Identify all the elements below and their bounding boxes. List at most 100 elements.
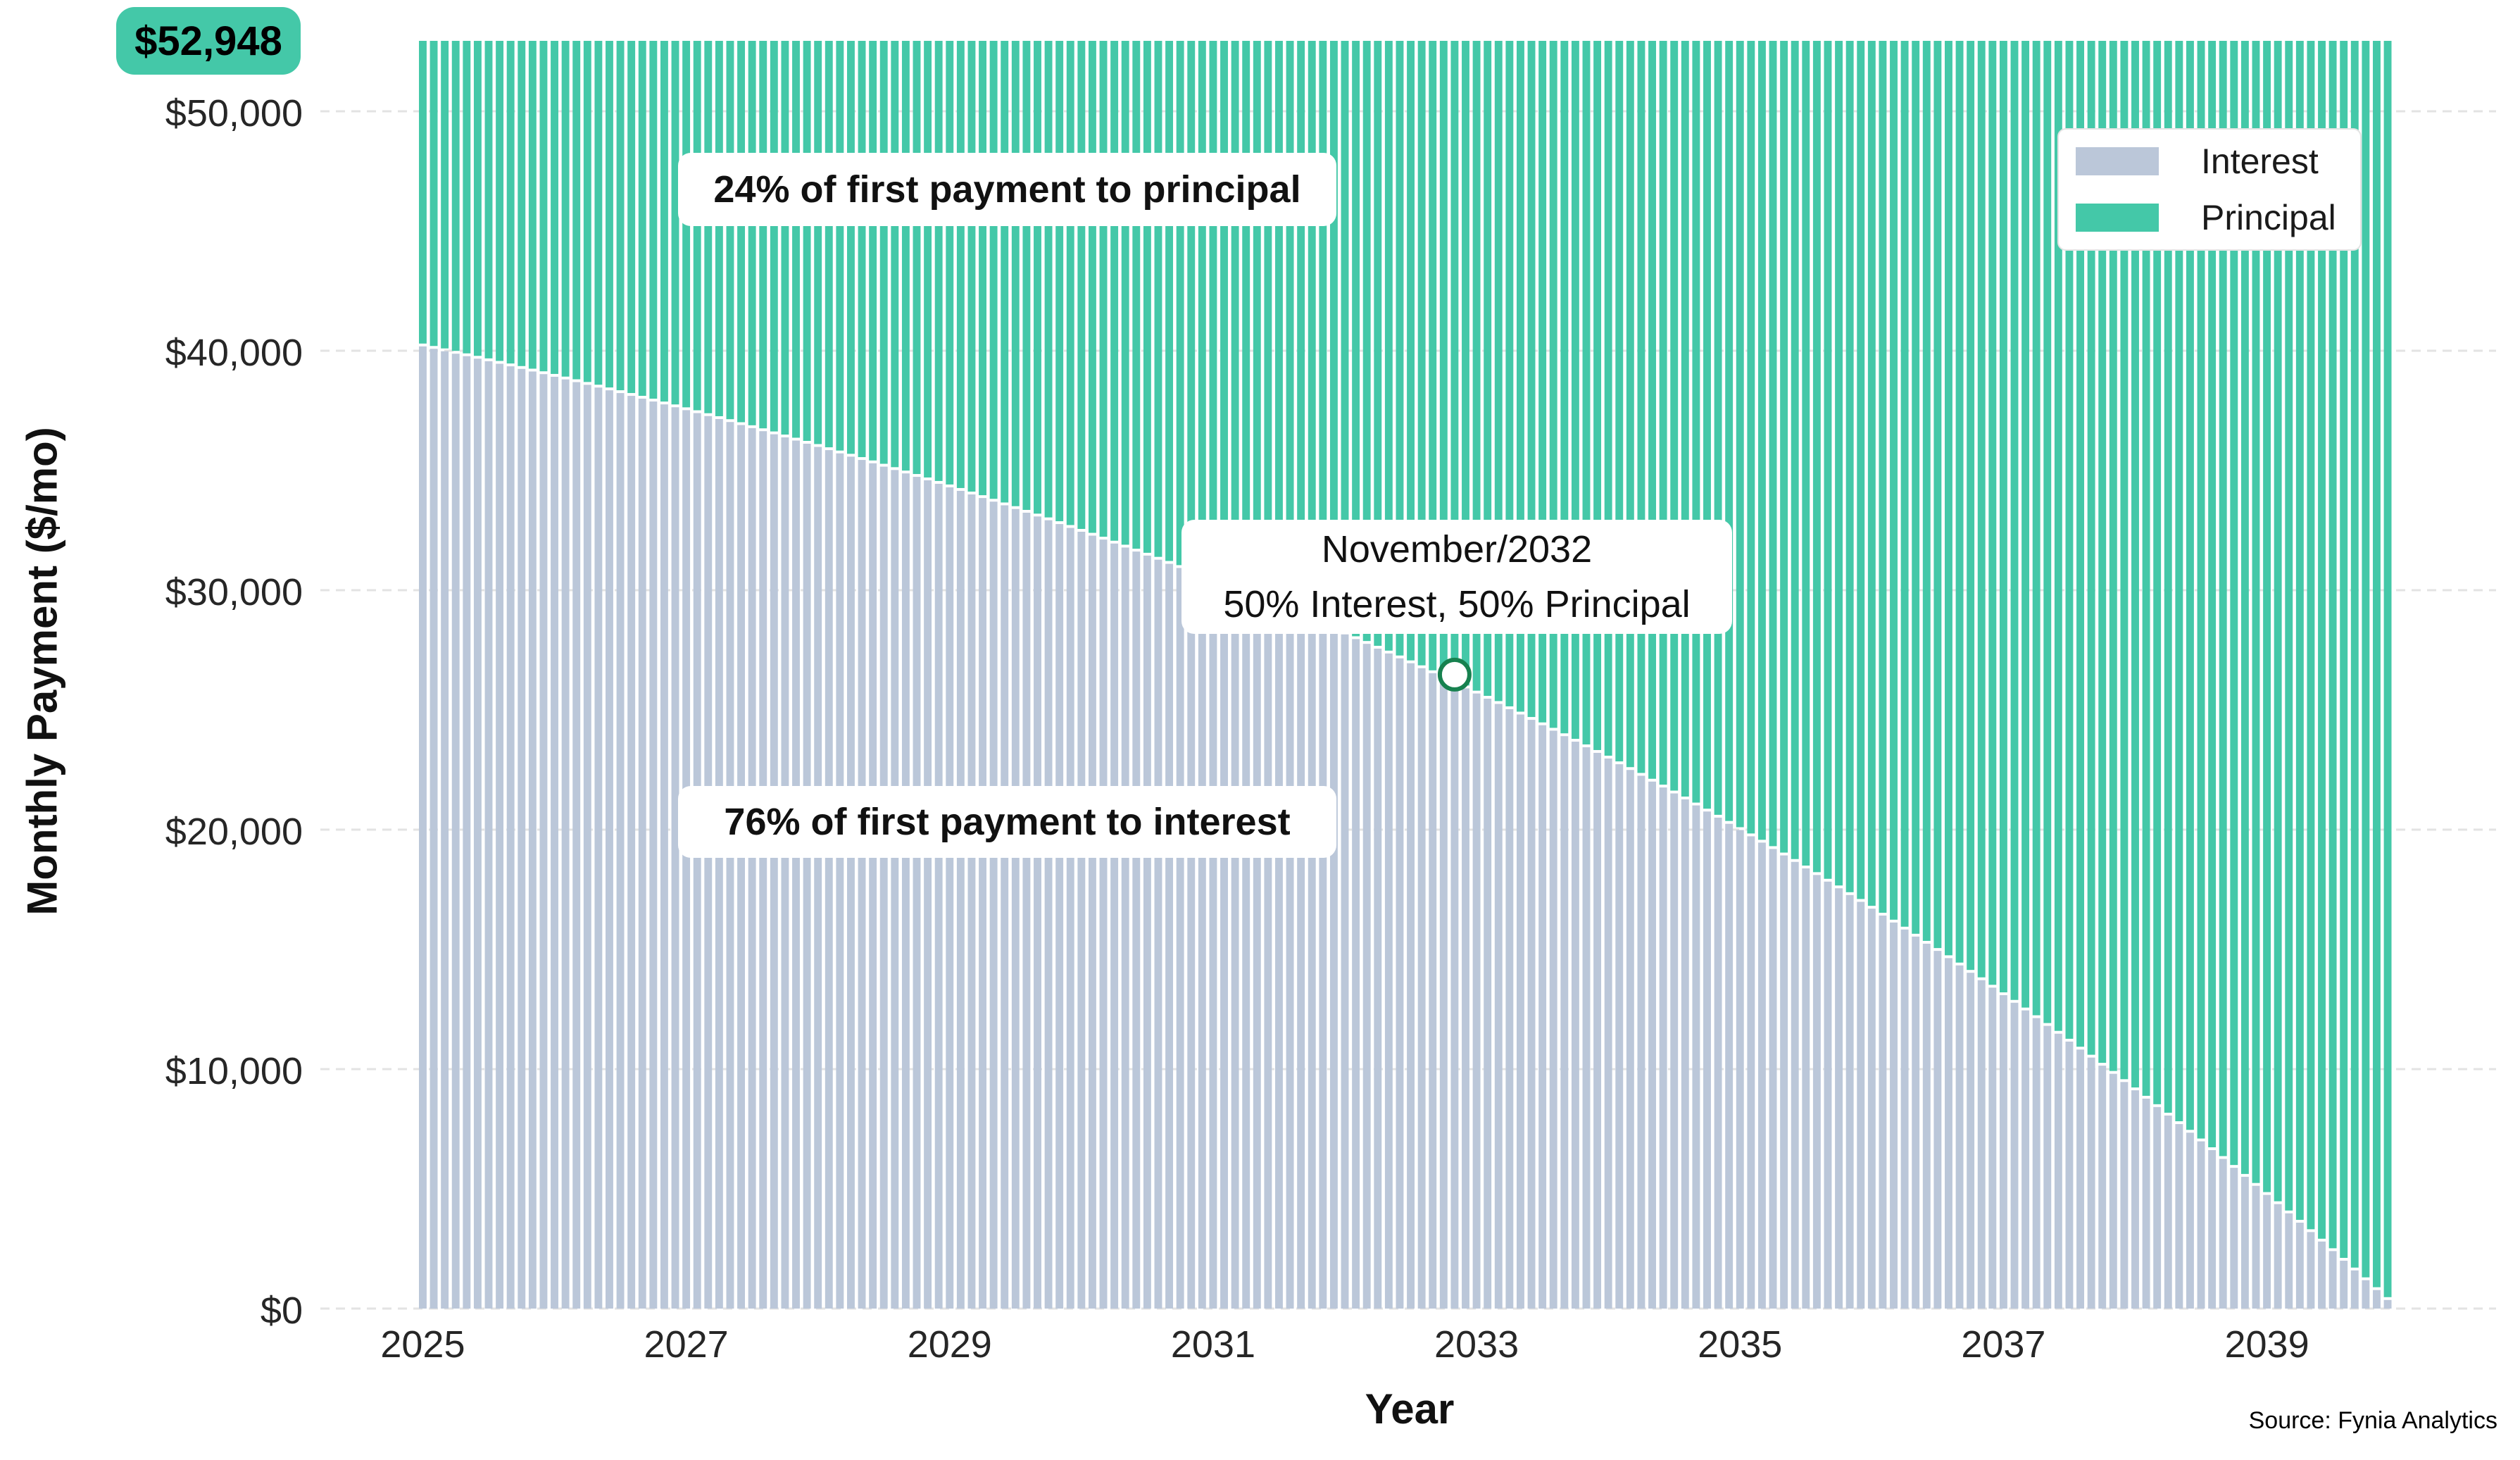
principal-bar-segment xyxy=(2383,41,2392,1297)
principal-bar-segment xyxy=(1769,41,1777,847)
principal-bar-segment xyxy=(1154,41,1162,557)
interest-share-annotation: 76% of first payment to interest xyxy=(678,786,1336,858)
interest-bar-segment xyxy=(1802,868,1810,1309)
interest-bar-segment xyxy=(1659,787,1667,1309)
interest-bar-segment xyxy=(1670,793,1679,1309)
principal-bar-segment xyxy=(1198,41,1206,574)
interest-bar-segment xyxy=(934,483,943,1309)
principal-bar-segment xyxy=(1352,41,1360,637)
interest-bar-segment xyxy=(627,396,636,1309)
interest-bar-segment xyxy=(1066,528,1074,1309)
interest-bar-segment xyxy=(1988,987,1997,1309)
principal-bar-segment xyxy=(1242,41,1250,591)
interest-bar-segment xyxy=(682,410,691,1309)
principal-bar-segment xyxy=(1055,41,1064,522)
principal-bar-segment xyxy=(649,41,658,399)
principal-bar-segment xyxy=(1757,41,1766,840)
x-tick-label: 2035 xyxy=(1698,1323,1783,1366)
principal-bar-segment xyxy=(1362,41,1371,642)
principal-bar-segment xyxy=(1472,41,1481,691)
interest-bar-segment xyxy=(792,440,800,1309)
principal-bar-segment xyxy=(1044,41,1053,518)
interest-bar-segment xyxy=(1044,520,1053,1309)
interest-bar-segment xyxy=(879,466,888,1309)
interest-bar-segment xyxy=(1362,644,1371,1309)
interest-bar-segment xyxy=(1604,758,1612,1309)
principal-bar-segment xyxy=(2252,41,2260,1183)
interest-bar-segment xyxy=(2010,1002,2019,1309)
interest-bar-segment xyxy=(1121,547,1129,1309)
principal-bar-segment xyxy=(770,41,778,432)
interest-bar-segment xyxy=(2373,1290,2381,1309)
interest-bar-segment xyxy=(1154,559,1162,1309)
principal-bar-segment xyxy=(1725,41,1734,821)
x-tick-label: 2031 xyxy=(1170,1323,1255,1366)
interest-bar-segment xyxy=(441,351,449,1309)
interest-bar-segment xyxy=(2295,1223,2304,1309)
legend-swatch xyxy=(2076,147,2159,175)
principal-bar-segment xyxy=(638,41,646,397)
principal-bar-segment xyxy=(2010,41,2019,1000)
interest-bar-segment xyxy=(1034,516,1041,1309)
principal-bar-segment xyxy=(924,41,932,478)
principal-bar-segment xyxy=(2098,41,2107,1063)
interest-bar-segment xyxy=(1308,620,1316,1309)
interest-bar-segment xyxy=(803,443,811,1309)
principal-bar-segment xyxy=(1977,41,1986,978)
y-tick-label: $20,000 xyxy=(165,811,303,853)
principal-bar-segment xyxy=(901,41,910,471)
interest-bar-segment xyxy=(594,387,603,1309)
interest-bar-segment xyxy=(463,356,471,1309)
principal-bar-segment xyxy=(506,41,515,364)
interest-bar-segment xyxy=(1242,593,1250,1309)
y-tick-label: $0 xyxy=(260,1290,303,1332)
principal-bar-segment xyxy=(2054,41,2062,1031)
interest-bar-segment xyxy=(1077,532,1086,1309)
principal-bar-segment xyxy=(606,41,613,388)
interest-bar-segment xyxy=(1176,568,1184,1309)
principal-bar-segment xyxy=(1812,41,1821,873)
principal-bar-segment xyxy=(1209,41,1217,578)
principal-bar-segment xyxy=(1857,41,1865,899)
principal-bar-segment xyxy=(1110,41,1119,541)
y-tick-label: $50,000 xyxy=(165,92,303,135)
principal-bar-segment xyxy=(2230,41,2238,1166)
interest-bar-segment xyxy=(506,366,515,1309)
principal-bar-segment xyxy=(715,41,723,416)
principal-bar-segment xyxy=(1297,41,1305,613)
principal-bar-segment xyxy=(836,41,844,451)
principal-bar-segment xyxy=(2307,41,2315,1230)
interest-bar-segment xyxy=(1439,678,1448,1309)
interest-bar-segment xyxy=(1538,725,1547,1309)
principal-bar-segment xyxy=(1571,41,1579,740)
crossover-annotation-split: 50% Interest, 50% Principal xyxy=(1223,583,1691,625)
principal-bar-segment xyxy=(1835,41,1843,886)
interest-bar-segment xyxy=(2032,1018,2041,1309)
crossover-marker xyxy=(1437,657,1472,692)
y-tick-label: $10,000 xyxy=(165,1050,303,1092)
principal-bar-segment xyxy=(2175,41,2183,1122)
legend-item: Interest xyxy=(2076,141,2360,182)
interest-bar-segment xyxy=(1055,524,1064,1309)
interest-bar-segment xyxy=(2120,1082,2129,1309)
interest-bar-segment xyxy=(419,346,427,1309)
interest-bar-segment xyxy=(1615,764,1624,1309)
interest-bar-segment xyxy=(1681,799,1689,1309)
principal-bar-segment xyxy=(539,41,548,372)
interest-bar-segment xyxy=(693,413,701,1309)
interest-bar-segment xyxy=(1757,842,1766,1309)
interest-bar-segment xyxy=(1407,663,1415,1309)
principal-bar-segment xyxy=(1933,41,1942,949)
interest-bar-segment xyxy=(1648,781,1656,1309)
interest-bar-segment xyxy=(2142,1098,2150,1309)
legend: Interest Principal xyxy=(2057,128,2362,251)
interest-bar-segment xyxy=(770,434,778,1309)
crossover-annotation-date: November/2032 xyxy=(1321,528,1593,570)
interest-bar-segment xyxy=(2219,1159,2227,1309)
principal-bar-segment xyxy=(2208,41,2217,1147)
principal-bar-segment xyxy=(2142,41,2150,1096)
interest-bar-segment xyxy=(869,463,877,1309)
interest-bar-segment xyxy=(1517,714,1524,1309)
interest-bar-segment xyxy=(2350,1270,2359,1309)
